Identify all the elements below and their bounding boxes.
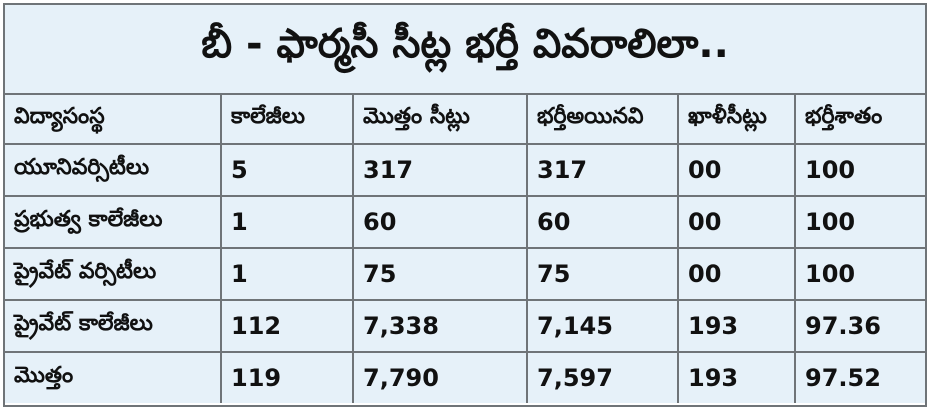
cell-percent: 100 <box>795 144 925 197</box>
cell-percent: 100 <box>795 196 925 249</box>
cell-filled: 75 <box>527 248 679 301</box>
cell-institution: ప్రైవేట్ కాలేజీలు <box>5 300 222 353</box>
pharmacy-seats-table: విద్యాసంస్థ కాలేజీలు మొత్తం సీట్లు భర్తీ… <box>5 95 925 403</box>
cell-colleges: 1 <box>221 196 354 249</box>
cell-vacant: 00 <box>678 196 796 249</box>
cell-institution: యూనివర్సిటీలు <box>5 144 222 197</box>
cell-total-seats: 7,790 <box>353 352 528 403</box>
cell-filled: 60 <box>527 196 679 249</box>
table-row-total: మొత్తం 119 7,790 7,597 193 97.52 <box>5 352 925 403</box>
cell-total-seats: 75 <box>353 248 528 301</box>
cell-filled: 7,145 <box>527 300 679 353</box>
cell-institution: ప్రైవేట్ వర్సిటీలు <box>5 248 222 301</box>
header-vacant: ఖాళీసీట్లు <box>678 95 796 145</box>
cell-colleges: 119 <box>221 352 354 403</box>
cell-vacant: 00 <box>678 248 796 301</box>
table-card: బీ - ఫార్మసీ సీట్ల భర్తీ వివరాలిలా.. విద… <box>3 3 927 407</box>
cell-colleges: 5 <box>221 144 354 197</box>
cell-total-seats: 7,338 <box>353 300 528 353</box>
cell-total-seats: 60 <box>353 196 528 249</box>
table-row: ప్రభుత్వ కాలేజీలు 1 60 60 00 100 <box>5 196 925 249</box>
header-colleges: కాలేజీలు <box>221 95 354 145</box>
cell-institution: మొత్తం <box>5 352 222 403</box>
cell-colleges: 112 <box>221 300 354 353</box>
cell-percent: 97.52 <box>795 352 925 403</box>
header-total-seats: మొత్తం సీట్లు <box>353 95 528 145</box>
cell-vacant: 00 <box>678 144 796 197</box>
cell-filled: 7,597 <box>527 352 679 403</box>
header-filled: భర్తీఅయినవి <box>527 95 679 145</box>
table-row: ప్రైవేట్ కాలేజీలు 112 7,338 7,145 193 97… <box>5 300 925 353</box>
cell-institution: ప్రభుత్వ కాలేజీలు <box>5 196 222 249</box>
table-header-row: విద్యాసంస్థ కాలేజీలు మొత్తం సీట్లు భర్తీ… <box>5 95 925 145</box>
cell-percent: 97.36 <box>795 300 925 353</box>
header-percent: భర్తీశాతం <box>795 95 925 145</box>
cell-vacant: 193 <box>678 300 796 353</box>
cell-filled: 317 <box>527 144 679 197</box>
table-row: ప్రైవేట్ వర్సిటీలు 1 75 75 00 100 <box>5 248 925 301</box>
header-institution: విద్యాసంస్థ <box>5 95 222 145</box>
cell-vacant: 193 <box>678 352 796 403</box>
table-row: యూనివర్సిటీలు 5 317 317 00 100 <box>5 144 925 197</box>
cell-total-seats: 317 <box>353 144 528 197</box>
cell-colleges: 1 <box>221 248 354 301</box>
table-title: బీ - ఫార్మసీ సీట్ల భర్తీ వివరాలిలా.. <box>5 5 925 95</box>
cell-percent: 100 <box>795 248 925 301</box>
